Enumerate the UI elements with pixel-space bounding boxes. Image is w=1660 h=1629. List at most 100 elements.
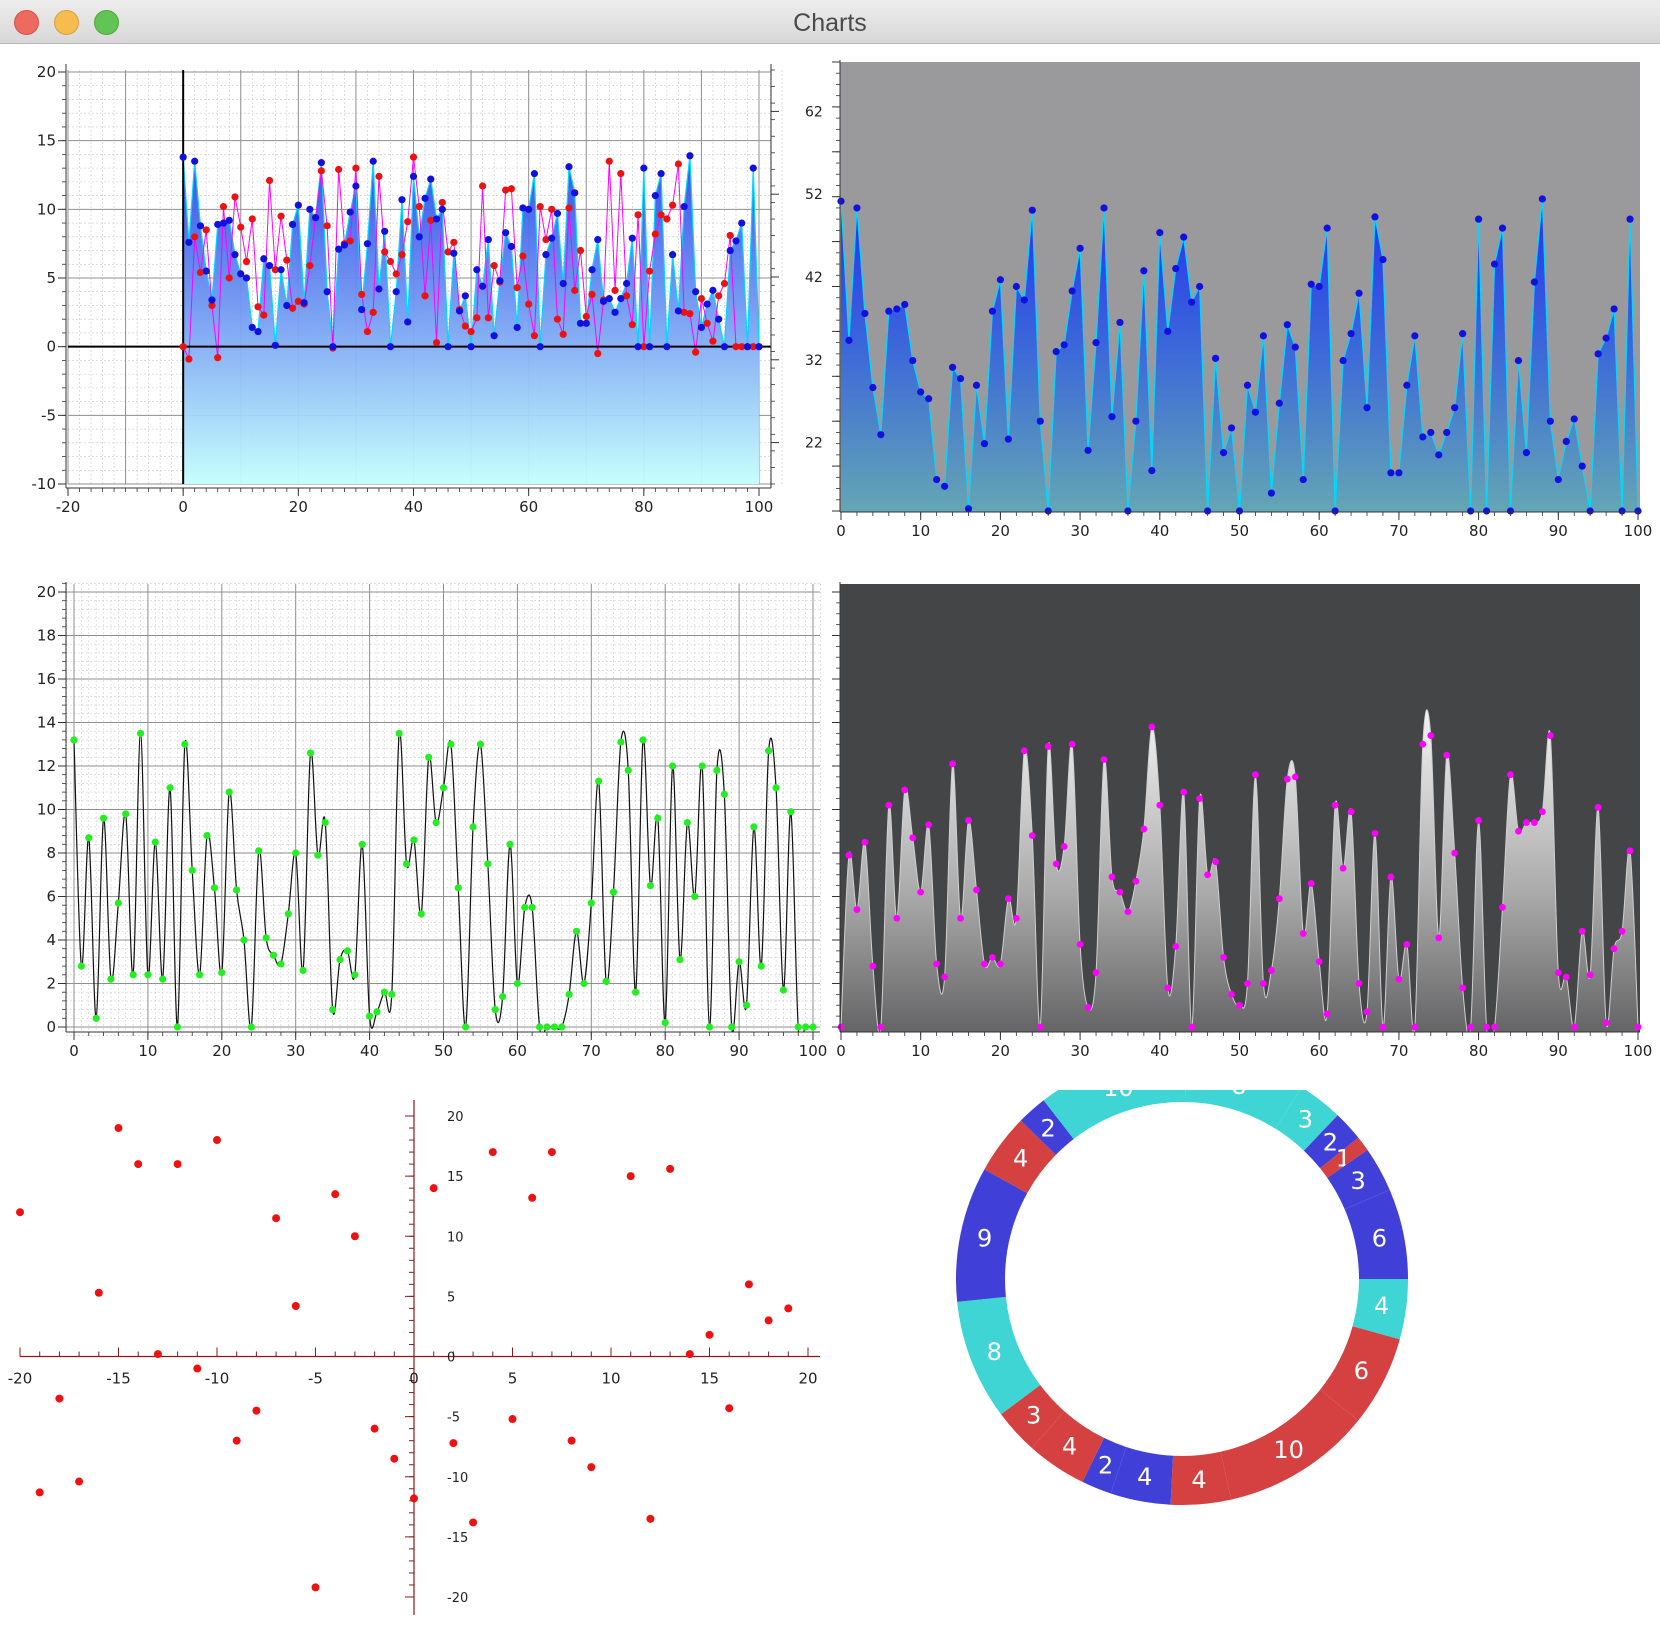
- series-point: [558, 1023, 566, 1031]
- x-tick-label: 80: [656, 1042, 675, 1060]
- series-1-point: [640, 164, 648, 172]
- series-1-point: [415, 233, 423, 241]
- scatter-point: [173, 1160, 182, 1169]
- x-tick-label: 50: [1230, 1042, 1249, 1060]
- series-1-point: [323, 288, 331, 296]
- x-tick-label: -5: [308, 1370, 323, 1388]
- donut-slice: [1000, 1384, 1065, 1448]
- series-point: [1562, 437, 1570, 446]
- series-point: [1068, 740, 1076, 748]
- donut-slice-label: 10: [1273, 1436, 1304, 1464]
- series-point: [1435, 451, 1443, 459]
- y-tick-label: 2: [46, 975, 56, 993]
- series-point: [1052, 348, 1060, 356]
- x-tick-label: 20: [991, 1042, 1010, 1060]
- series-2-point: [674, 160, 682, 168]
- series-point: [772, 784, 780, 792]
- series-point: [1498, 224, 1507, 232]
- series-2-point: [640, 343, 648, 351]
- series-1-point: [513, 323, 521, 332]
- zoom-window-button[interactable]: [94, 10, 119, 35]
- series-2-point: [732, 343, 740, 351]
- series-point: [1196, 282, 1204, 291]
- scatter-point: [291, 1301, 300, 1310]
- series-2-point: [530, 332, 539, 340]
- scatter-point: [114, 1124, 123, 1133]
- series-2-point: [657, 211, 665, 219]
- series-point: [395, 729, 403, 737]
- series-point: [1387, 873, 1395, 881]
- series-1-point: [225, 216, 233, 224]
- series-point: [1618, 927, 1626, 935]
- series-point: [869, 962, 877, 970]
- series-point: [948, 363, 957, 371]
- series-point: [1490, 260, 1499, 268]
- series-2-point: [663, 215, 671, 223]
- series-point: [1267, 489, 1275, 497]
- series-1-point: [450, 249, 458, 257]
- area-chart-dual-axis: -10 -5 0 5 10 15 20 -20 0 20 40 60 80 100 22 32 42 52 62: [0, 46, 830, 552]
- minimize-window-button[interactable]: [54, 10, 79, 35]
- series-point: [1132, 417, 1140, 425]
- series-point: [1530, 278, 1538, 286]
- series-point: [917, 388, 925, 396]
- series-1-point: [686, 152, 694, 160]
- donut-slice: [984, 1120, 1056, 1194]
- series-2-point: [548, 205, 556, 213]
- series-point: [1164, 984, 1172, 992]
- window-titlebar: Charts: [0, 0, 1660, 44]
- series-2-point: [317, 167, 325, 175]
- series-point: [989, 954, 996, 961]
- series-point: [1634, 507, 1642, 515]
- scatter-point: [410, 1494, 418, 1503]
- series-point: [1427, 732, 1435, 739]
- series-point: [1522, 449, 1531, 457]
- series-1-point: [300, 299, 308, 307]
- series-2-point: [214, 354, 222, 362]
- series-point: [166, 784, 174, 792]
- series-1-point: [720, 343, 729, 351]
- donut-slice-label: 4: [1374, 1292, 1389, 1320]
- series-point: [1538, 195, 1546, 203]
- series-point: [1538, 808, 1546, 816]
- series-point: [1156, 801, 1164, 809]
- series-2-point: [749, 343, 757, 351]
- close-window-button[interactable]: [14, 10, 39, 35]
- scatter-point: [232, 1436, 241, 1445]
- series-point: [957, 914, 964, 922]
- series-point: [1028, 832, 1036, 839]
- series-point: [314, 851, 322, 859]
- series-point: [1020, 296, 1028, 304]
- series-2-point: [594, 349, 602, 358]
- series-point: [521, 903, 529, 911]
- series-point: [1347, 330, 1355, 338]
- scatter-point: [370, 1424, 379, 1433]
- scatter-point: [488, 1148, 497, 1157]
- series-point: [1602, 1019, 1610, 1027]
- donut-slice: [1220, 1389, 1359, 1500]
- x-tick-label: 90: [1549, 1042, 1568, 1060]
- donut-slice: [1082, 1437, 1127, 1494]
- series-point: [99, 814, 108, 822]
- series-point: [713, 766, 721, 774]
- series-2-point: [432, 338, 441, 347]
- series-1-point: [306, 205, 314, 213]
- series-point: [550, 1023, 558, 1031]
- series-2-point: [415, 202, 423, 211]
- series-1-point: [312, 213, 320, 222]
- series-1-point: [461, 292, 469, 300]
- series-2-point: [409, 153, 418, 161]
- donut-slice: [1170, 1451, 1232, 1505]
- series-2-point: [553, 315, 562, 323]
- scatter-point: [666, 1164, 675, 1173]
- series-point: [853, 906, 861, 913]
- scatter-point: [547, 1148, 556, 1157]
- series-point: [240, 936, 248, 944]
- p1-svg: -10 -5 0 5 10 15 20 -20 0 20 40 60 80 100 22 32 42 52 62: [32, 63, 823, 516]
- series-1-point: [663, 343, 671, 351]
- series-1-point: [571, 189, 579, 197]
- series-point: [122, 810, 130, 818]
- series-point: [861, 309, 869, 318]
- series-2-point: [237, 223, 245, 231]
- series-point: [388, 990, 396, 998]
